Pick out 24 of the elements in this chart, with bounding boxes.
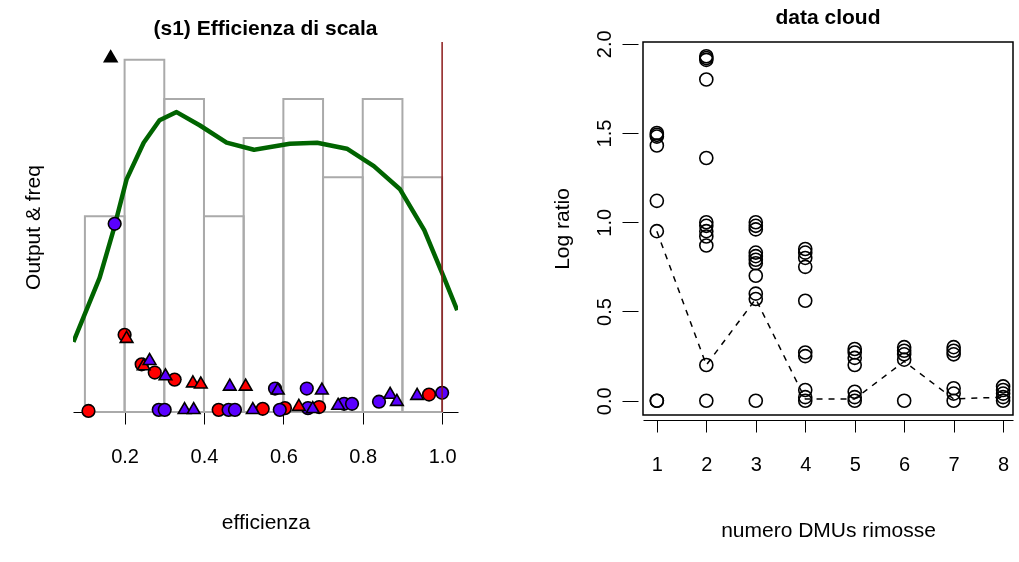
y-tick-label: 1.0 [592,208,615,237]
y-axis-title: Output & freq [20,165,44,290]
x-axis-title: numero DMUs rimosse [721,517,936,541]
x-tick-label: 6 [899,452,911,475]
x-tick-label: 4 [800,452,812,475]
y-tick-label: 2.0 [592,30,615,59]
x-tick-label: 2 [701,452,713,475]
x-axis-title: efficienza [221,509,311,533]
x-tick-label: 1 [651,452,663,475]
x-tick-label: 3 [750,452,762,475]
chart-title: (s1) Efficienza di scala [153,16,378,40]
y-axis-title: Log ratio [549,188,573,270]
y-tick-label: 0.0 [592,387,615,416]
y-tick-label: 0.5 [592,298,615,326]
x-tick-label: 5 [849,452,861,475]
x-tick-label: 1.0 [428,444,457,467]
x-tick-label: 0.6 [269,444,298,467]
x-tick-label: 7 [948,452,960,475]
chart-title: data cloud [775,4,881,28]
x-tick-label: 0.2 [111,444,139,467]
y-tick-label: 1.5 [592,119,615,148]
x-tick-label: 0.8 [349,444,378,467]
x-tick-label: 8 [998,452,1010,475]
x-tick-label: 0.4 [190,444,219,467]
